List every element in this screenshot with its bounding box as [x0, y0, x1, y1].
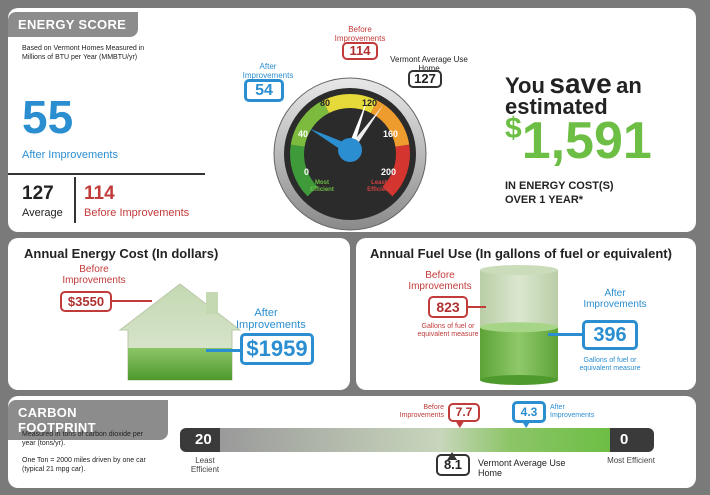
gauge-before-label: Before Improvements	[334, 25, 386, 43]
carbon-desc-2: One Ton = 2000 miles driven by one car (…	[22, 457, 146, 473]
carbon-vermont-callout: 8.1	[436, 454, 470, 476]
energy-score-description: Based on Vermont Homes Measured in Milli…	[22, 45, 145, 61]
carbon-scale-left-value: 20	[195, 431, 212, 448]
savings-save: save	[549, 68, 612, 99]
gauge-hub	[338, 138, 362, 162]
energy-cost-title: Annual Energy Cost (In dollars)	[24, 246, 219, 261]
carbon-before-marker	[454, 420, 465, 428]
gauge-segment-1	[290, 100, 330, 147]
carbon-title: CARBON FOOTPRINT	[8, 400, 168, 440]
before-score-value: 114	[84, 183, 115, 204]
savings-line1: You save an	[505, 68, 642, 100]
gauge-tick-0: 0	[304, 167, 310, 177]
carbon-desc-1: Measured in tons of carbon dioxide per y…	[22, 431, 144, 447]
carbon-least-efficient: Least Efficient	[190, 456, 220, 474]
carbon-vermont-label: Vermont Average Use Home	[478, 458, 566, 478]
carbon-before-callout: 7.7	[448, 403, 480, 422]
gauge-vermont-callout: 127	[408, 70, 442, 88]
fuel-before-callout: 823	[428, 296, 468, 318]
average-score-value: 127	[22, 183, 54, 204]
savings-estimated: estimated	[505, 94, 608, 119]
gauge-vermont-label: Vermont Average Use Home	[390, 55, 468, 73]
fuel-after-label: After Improvements	[583, 288, 647, 310]
gauge-tick-200: 200	[381, 167, 397, 177]
fuel-after-callout: 396	[582, 320, 638, 350]
gauge-segment-0	[290, 144, 318, 197]
gauge-after-label: After Improvements	[242, 62, 294, 80]
gauge-tick-80: 80	[320, 98, 331, 108]
carbon-most-efficient: Most Efficient	[607, 456, 655, 465]
fuel-before-label: Before Improvements	[408, 270, 472, 292]
savings-amount: $1,591	[505, 112, 652, 170]
before-score-label: Before Improvements	[84, 207, 190, 219]
house-illustration	[118, 283, 242, 381]
average-score-label: Average	[22, 207, 63, 219]
gauge-segment-3	[370, 100, 410, 147]
gauge-tick-120: 120	[362, 98, 378, 108]
cost-after-callout: $1959	[240, 333, 314, 365]
fuel-before-note: Gallons of fuel or equivalent measure	[417, 323, 479, 338]
fuel-before-leader	[466, 306, 486, 308]
savings-caption-1: IN ENERGY COST(S)	[505, 180, 614, 192]
score-divider-vertical	[74, 177, 76, 223]
energy-score-title: ENERGY SCORE	[8, 12, 138, 37]
energy-gauge	[273, 77, 427, 231]
gauge-least-efficient: Least Efficient	[367, 180, 391, 193]
after-score-value: 55	[22, 91, 74, 143]
cost-after-leader	[206, 349, 242, 352]
gauge-after-callout: 54	[244, 79, 284, 102]
carbon-vermont-marker	[447, 452, 458, 460]
gauge-before-callout: 114	[342, 42, 378, 60]
gauge-tick-40: 40	[298, 129, 309, 139]
gauge-tick-160: 160	[383, 129, 399, 139]
fuel-after-note: Gallons of fuel or equivalent measure	[579, 357, 641, 372]
fuel-after-leader	[548, 333, 584, 336]
savings-you: You	[505, 73, 545, 98]
gauge-most-efficient: Most Efficient	[310, 180, 334, 193]
fuel-tank-illustration	[480, 265, 558, 385]
cost-before-label: Before Improvements	[62, 264, 126, 286]
cost-after-label: After Improvements	[236, 307, 306, 331]
fuel-use-title: Annual Fuel Use (In gallons of fuel or e…	[370, 246, 672, 261]
savings-dollar-sign: $	[505, 112, 522, 145]
savings-an: an	[616, 73, 642, 98]
carbon-markers	[447, 420, 532, 460]
gauge-segment-4	[382, 144, 410, 197]
gauge-segment-2	[322, 94, 378, 114]
score-divider-horizontal	[8, 173, 205, 175]
cost-before-callout: $3550	[60, 291, 112, 312]
cost-before-leader	[112, 300, 152, 302]
carbon-after-label: After Improvements	[550, 404, 595, 419]
carbon-scale-bar	[180, 428, 654, 452]
savings-amount-value: 1,591	[521, 112, 652, 170]
carbon-after-marker	[521, 420, 532, 428]
gauge-needle-before	[347, 98, 368, 151]
savings-caption-2: OVER 1 YEAR*	[505, 194, 584, 206]
after-score-label: After Improvements	[22, 149, 118, 161]
carbon-scale-right-value: 0	[620, 431, 629, 448]
carbon-before-label: Before Improvements	[399, 404, 444, 419]
